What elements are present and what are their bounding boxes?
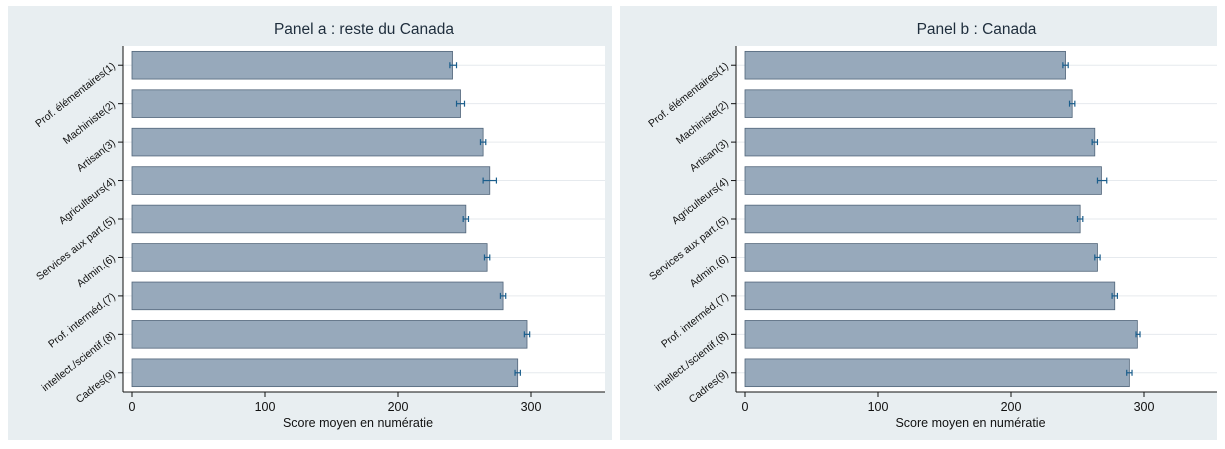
bar [131,166,491,195]
bar [744,281,1116,311]
bar [131,204,467,234]
error-bar [514,369,521,376]
error-bar [1062,62,1069,69]
bar [744,166,1102,195]
chart-title: Panel b : Canada [917,21,1037,38]
error-bar [499,292,507,299]
error-bar [462,216,470,222]
x-axis-label: Score moyen en numératie [283,416,433,430]
bar [131,243,488,272]
error-bar [1068,100,1076,107]
x-axis-label: Score moyen en numératie [895,416,1045,430]
bar [131,50,453,80]
error-bar [1096,177,1108,184]
x-tick-label: 0 [742,400,749,414]
error-bar [482,177,498,184]
bar [131,358,519,388]
x-tick-label: 200 [388,400,409,414]
error-bar [1135,331,1141,338]
bar [744,204,1081,234]
bar [744,358,1130,388]
x-tick-label: 100 [255,400,276,414]
error-bar [1111,292,1119,299]
error-bar [1091,139,1099,146]
error-bar [1076,216,1084,222]
error-bar [483,254,491,261]
bar [131,281,504,311]
x-tick-label: 100 [868,400,889,414]
chart-title: Panel a : reste du Canada [274,21,454,38]
bar [744,50,1066,80]
error-bar [455,100,466,107]
error-bar [479,139,487,146]
bar [131,127,484,157]
bar [744,89,1073,118]
x-tick-label: 300 [521,400,542,414]
bar [131,89,461,118]
error-bar [523,331,531,338]
x-tick-label: 300 [1134,400,1155,414]
error-bar [449,62,458,69]
error-bar [1126,369,1133,376]
x-tick-label: 200 [1001,400,1022,414]
bar [131,320,528,349]
bar [744,320,1138,349]
x-tick-label: 0 [129,400,136,414]
bar [744,127,1096,157]
bar [744,243,1098,272]
error-bar [1094,254,1101,261]
